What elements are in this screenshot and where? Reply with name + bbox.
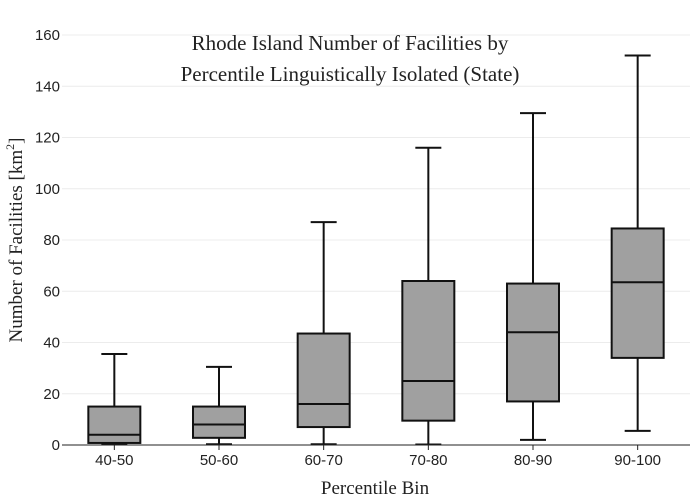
grid-lines [62,34,690,395]
x-tick-label-60-70: 60-70 [304,452,342,469]
y-axis-title-main: Number of Facilities [km [6,150,27,343]
box-group-90-100 [610,54,665,432]
iqr-box [87,405,142,444]
x-tick-label-80-90: 80-90 [514,452,552,469]
y-tick-label-40: 40 [43,335,60,352]
y-tick-label-0: 0 [52,437,60,454]
y-axis-title-end: ] [6,138,27,144]
box-series [87,54,665,446]
x-tick-label-70-80: 70-80 [409,452,447,469]
x-tick-label-90-100: 90-100 [614,452,661,469]
iqr-box [506,282,560,403]
x-tick-labels: 40-50 50-60 60-70 70-80 80-90 90-100 [95,445,661,469]
y-tick-label-160: 160 [35,27,60,44]
y-tick-label-60: 60 [43,283,60,300]
x-axis-title: Percentile Bin [321,478,430,499]
y-tick-label-140: 140 [35,78,60,95]
y-tick-label-80: 80 [43,232,60,249]
y-axis-title-superscript: 2 [3,144,17,150]
iqr-box [401,280,456,422]
iqr-box [192,405,246,439]
y-tick-label-100: 100 [35,181,60,198]
y-tick-label-20: 20 [43,386,60,403]
box-group-70-80 [401,146,456,446]
box-group-60-70 [296,221,351,446]
iqr-box [296,332,351,429]
chart-title-line-2: Percentile Linguistically Isolated (Stat… [181,62,520,86]
box-group-40-50 [87,353,142,445]
x-tick-label-40-50: 40-50 [95,452,133,469]
x-tick-label-50-60: 50-60 [200,452,238,469]
iqr-box [610,227,665,359]
y-tick-label-120: 120 [35,130,60,147]
y-axis-title: Number of Facilities [km2] [3,138,27,343]
y-tick-labels: 0 20 40 60 80 100 120 140 160 [35,27,60,454]
box-group-80-90 [506,112,560,441]
box-group-50-60 [192,365,246,446]
chart-title-line-1: Rhode Island Number of Facilities by [192,31,509,55]
